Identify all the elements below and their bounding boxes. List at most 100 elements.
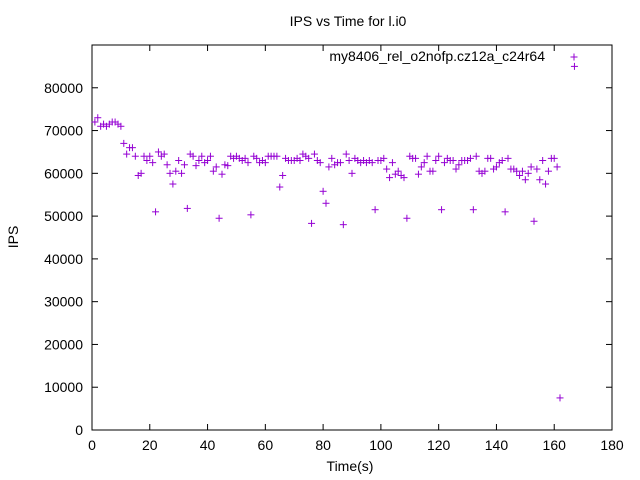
data-point xyxy=(131,152,139,160)
data-point xyxy=(180,161,188,169)
data-point xyxy=(241,154,249,162)
data-point xyxy=(530,217,538,225)
legend-series-label: my8406_rel_o2nofp.cz12a_c24r64 xyxy=(329,48,545,64)
data-point xyxy=(195,157,203,164)
data-point xyxy=(539,157,547,164)
data-point xyxy=(527,163,535,171)
data-point xyxy=(192,162,200,170)
y-tick-label: 40000 xyxy=(44,251,83,267)
data-point xyxy=(345,157,353,164)
data-point xyxy=(137,169,145,177)
y-tick-label: 50000 xyxy=(44,208,83,224)
data-point xyxy=(521,176,529,184)
data-point xyxy=(371,206,379,214)
data-point xyxy=(524,169,532,177)
x-axis: 0 20 40 60 80 100 120 140 160 180 xyxy=(88,45,624,453)
data-point xyxy=(149,159,157,167)
data-point xyxy=(414,170,422,178)
data-point xyxy=(166,169,174,177)
data-point xyxy=(221,161,229,169)
data-point xyxy=(400,174,408,182)
data-point xyxy=(163,161,171,169)
data-point xyxy=(120,139,128,147)
data-point xyxy=(308,219,316,227)
data-point xyxy=(206,152,214,160)
legend-plus-marker xyxy=(570,53,578,61)
data-point xyxy=(169,180,177,188)
data-points xyxy=(91,62,578,402)
y-tick-label: 20000 xyxy=(44,336,83,352)
data-point xyxy=(403,214,411,222)
data-point xyxy=(198,152,206,160)
data-point xyxy=(94,114,102,122)
y-axis-label: IPS xyxy=(5,226,21,249)
data-point xyxy=(498,157,506,164)
x-tick-label: 180 xyxy=(600,437,624,453)
data-point xyxy=(348,169,356,177)
x-tick-label: 140 xyxy=(485,437,509,453)
data-point xyxy=(466,154,474,162)
data-point xyxy=(556,394,564,402)
y-tick-label: 80000 xyxy=(44,80,83,96)
data-point xyxy=(368,159,376,167)
data-point xyxy=(440,159,448,167)
data-point xyxy=(438,206,446,214)
legend-marker xyxy=(570,53,578,61)
x-axis-label: Time(s) xyxy=(327,458,374,474)
data-point xyxy=(504,154,512,162)
data-point xyxy=(452,165,460,173)
data-point xyxy=(261,159,269,167)
data-point xyxy=(253,154,261,162)
data-point xyxy=(123,150,131,158)
data-point xyxy=(487,154,495,162)
data-point xyxy=(429,167,437,175)
data-point xyxy=(386,174,394,182)
data-point xyxy=(417,163,425,171)
data-point xyxy=(325,163,333,171)
data-point xyxy=(154,148,162,156)
data-point xyxy=(91,118,99,126)
data-point xyxy=(533,165,541,173)
data-point xyxy=(224,162,232,170)
data-point xyxy=(204,157,212,164)
y-tick-label: 10000 xyxy=(44,379,83,395)
data-point xyxy=(423,152,431,160)
data-point xyxy=(336,159,344,167)
y-tick-label: 60000 xyxy=(44,165,83,181)
data-point xyxy=(128,144,136,152)
data-point xyxy=(183,204,191,212)
data-point xyxy=(516,171,524,179)
data-point xyxy=(435,152,443,160)
data-point xyxy=(342,150,350,158)
y-tick-label: 70000 xyxy=(44,123,83,139)
data-point xyxy=(152,208,160,216)
data-point xyxy=(209,167,217,175)
data-point xyxy=(160,150,168,158)
x-tick-label: 60 xyxy=(258,437,274,453)
data-point xyxy=(420,159,428,167)
data-point xyxy=(244,159,252,167)
data-point xyxy=(391,170,399,178)
data-point xyxy=(276,183,284,191)
data-point xyxy=(212,163,220,171)
data-point xyxy=(472,152,480,160)
data-point xyxy=(328,154,336,162)
data-point xyxy=(542,180,550,188)
y-tick-label: 0 xyxy=(75,422,83,438)
data-point xyxy=(455,161,463,169)
data-point xyxy=(178,169,186,177)
legend: my8406_rel_o2nofp.cz12a_c24r64 xyxy=(329,48,578,64)
data-point xyxy=(319,187,327,195)
plot-frame xyxy=(91,44,613,431)
data-point xyxy=(383,165,391,173)
x-tick-label: 100 xyxy=(369,437,393,453)
data-point xyxy=(305,154,313,162)
data-point xyxy=(550,154,558,162)
x-tick-label: 160 xyxy=(543,437,567,453)
data-point xyxy=(247,211,255,219)
data-point xyxy=(469,206,477,214)
data-point xyxy=(146,152,154,160)
data-point xyxy=(536,176,544,184)
data-point xyxy=(143,157,151,164)
data-point xyxy=(172,167,180,175)
